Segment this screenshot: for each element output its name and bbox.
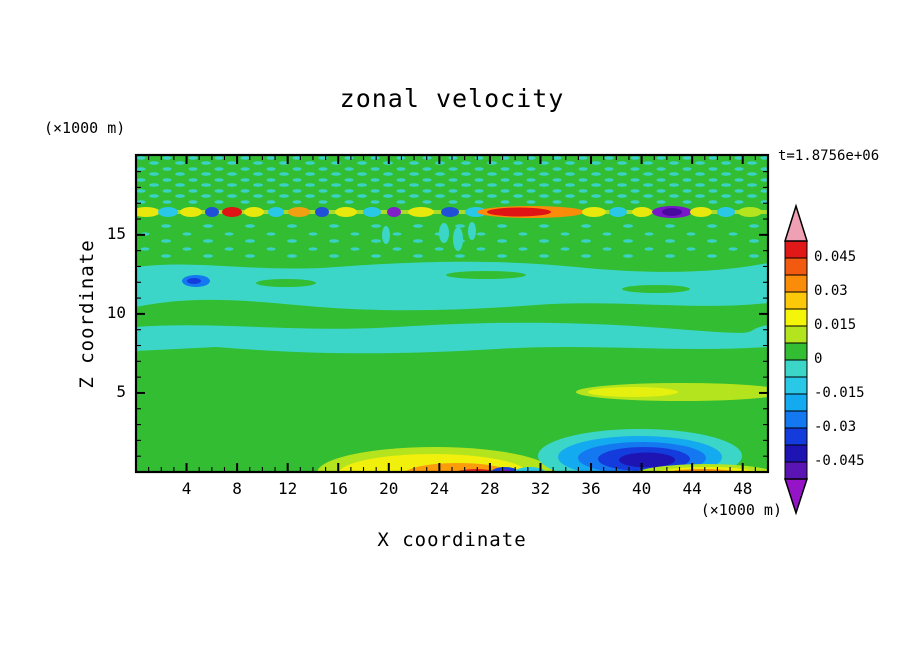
colorbar-tick-label: 0.03 — [814, 283, 848, 299]
chart-title: zonal velocity — [339, 84, 565, 113]
x-tick-label: 36 — [581, 479, 601, 498]
y-axis-units: (×1000 m) — [44, 119, 126, 137]
x-axis-units: (×1000 m) — [700, 501, 782, 519]
x-tick-label: 8 — [232, 479, 242, 498]
colorbar-band — [784, 444, 808, 463]
colorbar-band — [784, 359, 808, 378]
colorbar-tick-label: -0.03 — [814, 419, 857, 435]
colorbar-band — [784, 257, 808, 276]
colorbar-band — [784, 240, 808, 259]
y-tick-label: 5 — [116, 381, 126, 401]
x-tick-label: 48 — [733, 479, 753, 498]
contour-field — [136, 155, 768, 472]
y-tick-label: 10 — [106, 302, 126, 322]
colorbar-tick-label: 0 — [814, 351, 823, 367]
x-tick-label: 20 — [379, 479, 399, 498]
colorbar-tick-label: 0.015 — [814, 317, 857, 333]
time-annotation: t=1.8756e+06 — [778, 148, 880, 164]
colorbar-band — [784, 376, 808, 395]
x-tick-label: 24 — [429, 479, 449, 498]
colorbar-band — [784, 427, 808, 446]
colorbar-tick-label: -0.015 — [814, 385, 865, 401]
x-tick-label: 40 — [631, 479, 652, 498]
x-tick-label: 32 — [530, 479, 551, 498]
x-tick-label: 44 — [682, 479, 702, 498]
colorbar-top-arrow — [783, 203, 809, 242]
x-tick-label: 16 — [328, 479, 348, 498]
plot-frame — [134, 153, 770, 474]
colorbar-band — [784, 342, 808, 361]
x-tick-label: 4 — [181, 479, 192, 498]
x-axis-label: X coordinate — [377, 529, 527, 551]
colorbar-band — [784, 393, 808, 412]
colorbar-band — [784, 274, 808, 293]
x-tick-label: 28 — [480, 479, 500, 498]
colorbar-band — [784, 410, 808, 429]
colorbar-tick-label: 0.045 — [814, 249, 857, 265]
colorbar — [783, 203, 809, 516]
colorbar-band — [784, 291, 808, 310]
x-tick-label: 12 — [278, 479, 298, 498]
colorbar-tick-label: -0.045 — [814, 453, 865, 469]
colorbar-band — [784, 308, 808, 327]
colorbar-band — [784, 461, 808, 480]
y-tick-label: 15 — [106, 223, 126, 243]
colorbar-band — [784, 325, 808, 344]
colorbar-bottom-arrow — [783, 478, 809, 516]
